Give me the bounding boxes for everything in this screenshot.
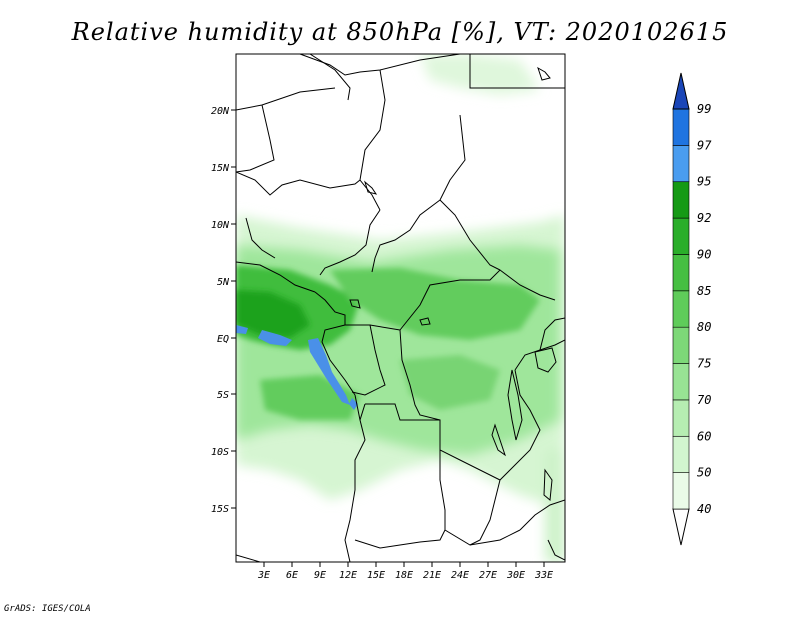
colorbar-label: 90 — [697, 247, 711, 261]
longitude-axis: 3E 6E 9E 12E 15E 18E 21E 24E 27E 30E 33E — [257, 562, 553, 581]
map-panel — [236, 54, 565, 562]
lon-label: 21E — [423, 570, 441, 581]
colorbar-segment — [672, 326, 690, 364]
lat-label: 15S — [211, 504, 229, 515]
map-title: Relative humidity at 850hPa [%], VT: 202… — [71, 18, 729, 46]
colorbar-label: 85 — [697, 284, 711, 298]
lat-label: 5N — [217, 277, 230, 288]
colorbar-segment — [672, 290, 690, 328]
lon-label: 33E — [534, 570, 553, 581]
colorbar: 40 50 60 70 75 80 85 90 92 95 97 99 — [672, 72, 712, 546]
lat-label: 5S — [217, 390, 229, 401]
colorbar-label: 50 — [697, 466, 711, 480]
map-frame — [235, 53, 566, 563]
lat-label: 20N — [211, 106, 230, 117]
colorbar-label: 95 — [697, 175, 711, 189]
lon-label: 30E — [506, 570, 525, 581]
colorbar-segment — [672, 181, 690, 219]
humidity-field-saturated — [236, 325, 358, 410]
lon-label: 27E — [479, 570, 497, 581]
colorbar-label: 75 — [697, 357, 711, 371]
colorbar-segment — [672, 108, 690, 146]
colorbar-label: 60 — [697, 429, 711, 443]
lon-label: 15E — [367, 570, 385, 581]
colorbar-segment — [672, 145, 690, 183]
colorbar-segment — [672, 254, 690, 292]
colorbar-label: 70 — [697, 393, 711, 407]
country-borders — [236, 54, 565, 562]
colorbar-segment — [672, 363, 690, 401]
lon-label: 18E — [395, 570, 413, 581]
grads-credit: GrADS: IGES/COLA — [4, 604, 91, 614]
colorbar-segment — [672, 472, 690, 510]
lon-label: 24E — [451, 570, 469, 581]
colorbar-label: 40 — [697, 502, 711, 516]
colorbar-segment — [672, 399, 690, 437]
lon-label: 6E — [286, 570, 298, 581]
colorbar-label: 99 — [697, 102, 711, 116]
lon-label: 12E — [339, 570, 357, 581]
colorbar-label: 92 — [697, 211, 711, 225]
lat-label: 15N — [211, 163, 230, 174]
colorbar-segment — [672, 435, 690, 473]
colorbar-label: 97 — [697, 138, 712, 152]
lakes — [349, 66, 557, 501]
colorbar-under-triangle — [672, 508, 690, 546]
lat-label: EQ — [217, 334, 229, 345]
lat-label: 10N — [211, 220, 230, 231]
lon-label: 3E — [257, 570, 270, 581]
humidity-field-darkest — [236, 290, 310, 338]
lon-label: 9E — [314, 570, 326, 581]
colorbar-over-triangle — [672, 72, 690, 110]
lat-label: 10S — [211, 447, 229, 458]
colorbar-label: 80 — [697, 320, 711, 334]
colorbar-segment — [672, 217, 690, 255]
latitude-axis: 20N 15N 10N 5N EQ 5S 10S 15S — [211, 106, 236, 515]
